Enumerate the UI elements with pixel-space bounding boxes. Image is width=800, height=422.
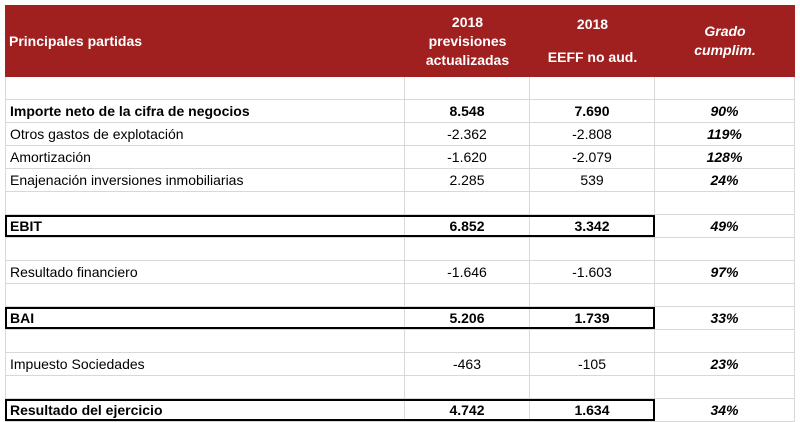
header-previsiones-line1: 2018 [451,13,484,30]
row-label: Otros gastos de explotación [5,123,405,146]
table-row [5,238,795,261]
row-label [5,376,405,399]
row-label: BAI [5,307,405,330]
row-grado: 128% [655,146,795,169]
row-previsiones: 5.206 [405,307,530,330]
header-grado-line2: cumplim. [694,42,756,58]
table-row [5,77,795,100]
row-grado [655,238,795,261]
row-previsiones [405,238,530,261]
table-row: Importe neto de la cifra de negocios 8.54… [5,100,795,123]
table-row: Impuesto Sociedades -463 -105 23% [5,353,795,376]
row-grado [655,330,795,353]
row-grado: 90% [655,100,795,123]
header-eeff: 2018 EEFF no aud. [530,5,655,77]
row-eeff: -2.808 [530,123,655,146]
row-grado [655,376,795,399]
row-label: EBIT [5,215,405,238]
row-grado: 24% [655,169,795,192]
row-eeff: 539 [530,169,655,192]
row-label: Enajenación inversiones inmobiliarias [5,169,405,192]
row-eeff [530,238,655,261]
header-previsiones-line3: actualizadas [425,51,510,68]
row-label: Resultado financiero [5,261,405,284]
header-eeff-line1: 2018 [576,16,609,32]
header-grado: Grado cumplim. [655,5,795,77]
row-previsiones: -1.646 [405,261,530,284]
row-grado [655,77,795,100]
row-grado [655,192,795,215]
row-eeff: 1.739 [530,307,655,330]
row-grado: 33% [655,307,795,330]
row-previsiones [405,77,530,100]
table-row: Enajenación inversiones inmobiliarias 2.2… [5,169,795,192]
row-label: Amortización [5,146,405,169]
row-label [5,238,405,261]
header-eeff-line2: EEFF no aud. [547,49,638,65]
row-previsiones [405,330,530,353]
row-label [5,77,405,100]
table-row: Resultado financiero -1.646 -1.603 97% [5,261,795,284]
row-eeff: 7.690 [530,100,655,123]
header-previsiones: 2018 previsiones actualizadas [405,5,530,77]
table-row: EBIT 6.852 3.342 49% [5,215,795,238]
row-previsiones: 6.852 [405,215,530,238]
header-previsiones-line2: previsiones [428,32,507,49]
row-label [5,192,405,215]
row-eeff: -2.079 [530,146,655,169]
row-eeff [530,376,655,399]
row-previsiones [405,192,530,215]
row-grado: 49% [655,215,795,238]
row-eeff: -1.603 [530,261,655,284]
row-grado: 97% [655,261,795,284]
table-header: Principales partidas 2018 previsiones ac… [5,5,795,77]
row-label [5,330,405,353]
table-row: BAI 5.206 1.739 33% [5,307,795,330]
row-label: Impuesto Sociedades [5,353,405,376]
table-row [5,330,795,353]
header-grado-line1: Grado [704,23,746,39]
row-previsiones: 8.548 [405,100,530,123]
table-row: Otros gastos de explotación -2.362 -2.808 1… [5,123,795,146]
table-row: Amortización -1.620 -2.079 128% [5,146,795,169]
row-previsiones [405,284,530,307]
row-previsiones: -2.362 [405,123,530,146]
row-eeff [530,77,655,100]
row-eeff: -105 [530,353,655,376]
row-previsiones: -463 [405,353,530,376]
row-label [5,284,405,307]
row-grado: 23% [655,353,795,376]
table-row [5,376,795,399]
row-eeff [530,192,655,215]
row-previsiones: 2.285 [405,169,530,192]
row-eeff [530,330,655,353]
header-partidas: Principales partidas [9,32,143,49]
row-eeff: 3.342 [530,215,655,238]
row-label: Importe neto de la cifra de negocios [5,100,405,123]
row-grado [655,284,795,307]
table-row [5,284,795,307]
table-row [5,192,795,215]
row-previsiones: -1.620 [405,146,530,169]
row-previsiones [405,376,530,399]
row-grado: 119% [655,123,795,146]
row-eeff [530,284,655,307]
